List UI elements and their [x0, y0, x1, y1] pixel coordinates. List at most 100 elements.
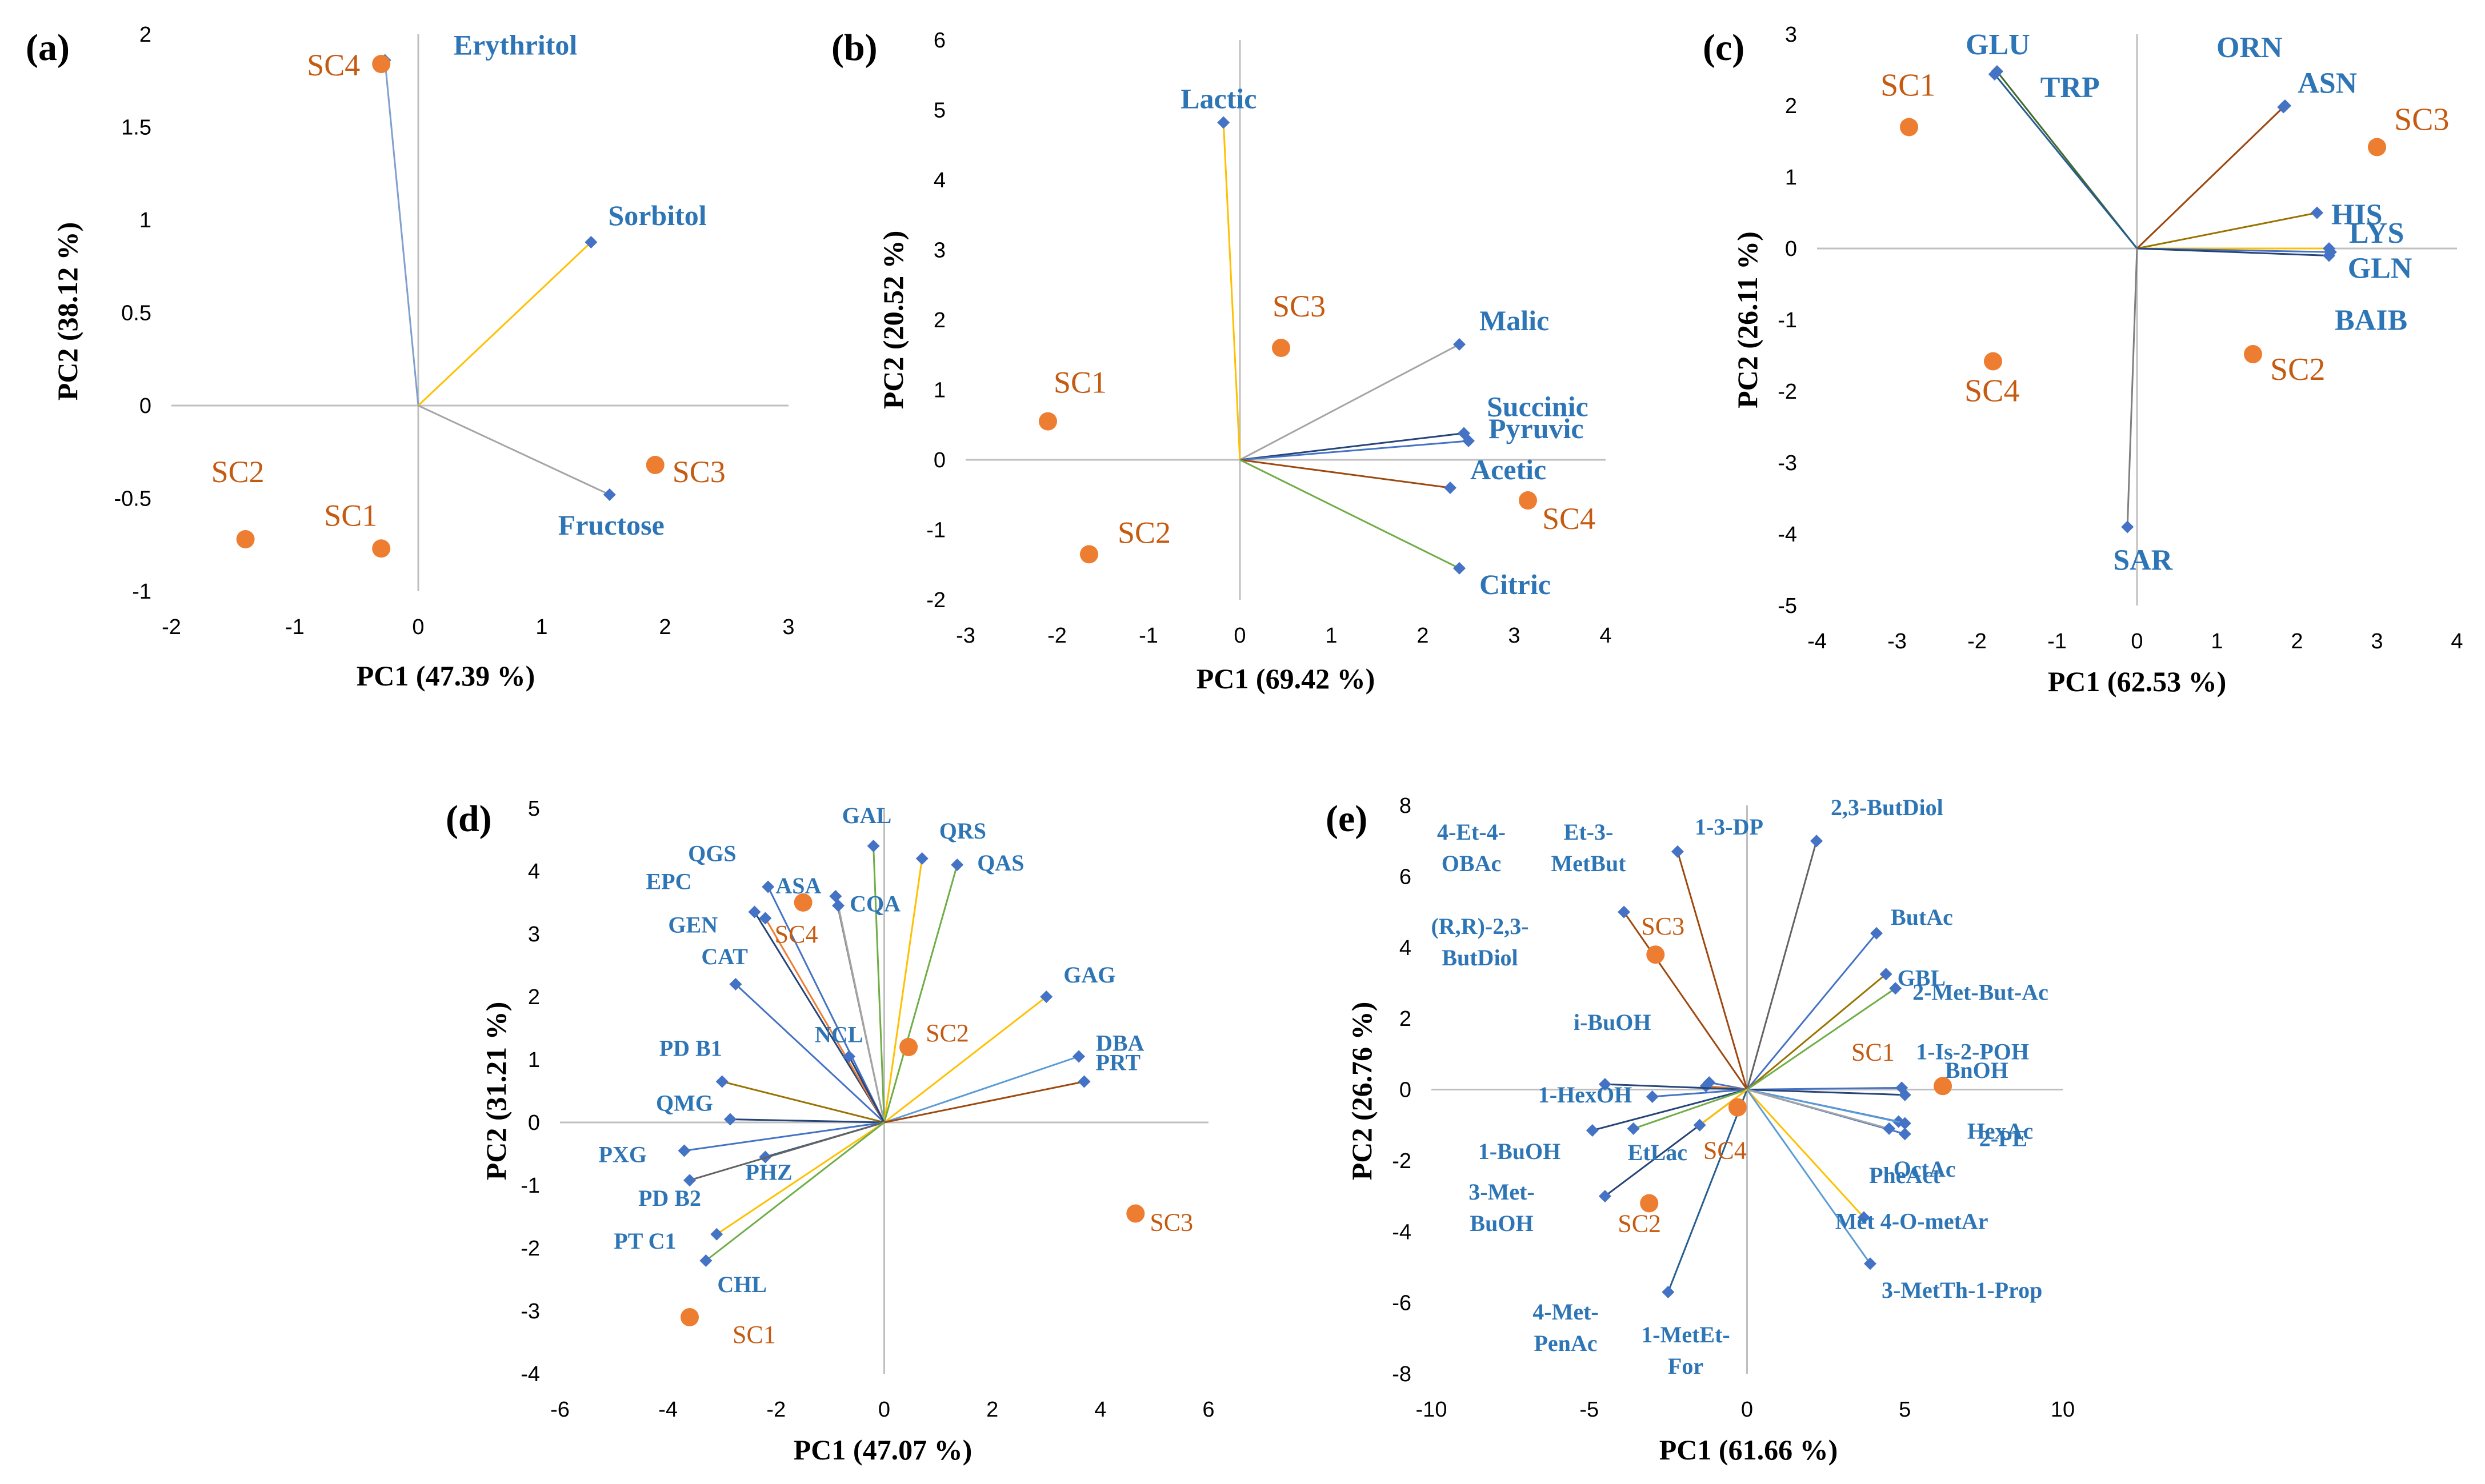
y-tick-label: 0	[1785, 237, 1797, 261]
loading-vector	[884, 1056, 1079, 1124]
sample-label: SC3	[673, 455, 726, 489]
x-tick-label: 10	[2051, 1398, 2075, 1422]
variable-label: PHZ	[745, 1160, 792, 1185]
loading-vector	[1239, 343, 1460, 461]
y-tick-label: 6	[1399, 865, 1411, 889]
variable-marker	[1453, 338, 1466, 351]
variable-label: NCL	[815, 1022, 863, 1048]
sample-label: SC2	[1118, 515, 1171, 550]
variable-label: BnOH	[1945, 1057, 2008, 1083]
x-tick-label: -2	[162, 615, 181, 639]
y-tick-label: -1	[926, 519, 946, 543]
x-tick-label: 2	[659, 615, 671, 639]
x-tick-label: 4	[2451, 629, 2463, 653]
variable-label: DBA	[1096, 1030, 1145, 1056]
x-tick-label: 0	[878, 1398, 890, 1422]
x-axis-title: PC1 (62.53 %)	[2048, 665, 2226, 697]
variable-marker	[729, 978, 742, 990]
y-tick-label: -1	[521, 1174, 540, 1198]
y-tick-label: -4	[1778, 523, 1797, 547]
variable-marker	[1646, 1090, 1659, 1103]
variable-label: OBAc	[1442, 851, 1501, 876]
variable-label: Met 4-O-metAr	[1835, 1208, 1988, 1234]
loading-vector	[1699, 1089, 1748, 1126]
variable-label: Citric	[1479, 568, 1551, 600]
x-tick-label: -2	[1047, 624, 1067, 648]
loading-vector	[1652, 1089, 1747, 1098]
loading-vector	[1747, 1086, 1902, 1090]
y-tick-label: 0.5	[121, 302, 151, 326]
variable-marker	[1040, 990, 1053, 1003]
loading-vector	[765, 917, 885, 1123]
y-tick-label: -1	[1778, 308, 1797, 332]
variable-label: PD B1	[659, 1036, 722, 1061]
variable-label: Succinic	[1487, 390, 1588, 422]
variable-marker	[723, 1113, 737, 1126]
sample-label: SC3	[1641, 912, 1684, 940]
sample-label: SC1	[324, 498, 377, 532]
variable-label: Et-3-	[1564, 819, 1614, 845]
variable-marker	[1898, 1117, 1911, 1130]
variable-label: 2-PE	[1979, 1126, 2027, 1152]
variable-label: QRS	[939, 818, 986, 844]
variable-label: MetBut	[1551, 851, 1626, 876]
y-tick-label: -3	[521, 1299, 540, 1323]
x-tick-label: 0	[1741, 1398, 1753, 1422]
y-tick-label: 1	[1785, 166, 1797, 190]
panel-label: (d)	[446, 798, 492, 840]
sample-point	[2368, 138, 2386, 157]
sample-point	[681, 1308, 699, 1326]
loading-vector	[2136, 106, 2284, 250]
x-tick-label: 3	[782, 615, 794, 639]
variable-marker	[1810, 835, 1823, 848]
x-axis-title: PC1 (69.42 %)	[1197, 663, 1375, 695]
variable-label: ASN	[2298, 67, 2357, 100]
variable-label: (R,R)-2,3-	[1431, 913, 1528, 939]
sample-point	[1640, 1194, 1659, 1213]
loading-vector	[767, 886, 885, 1123]
y-tick-label: -4	[521, 1362, 540, 1386]
sample-label: SC1	[1880, 68, 1936, 103]
variable-label: EtLac	[1628, 1140, 1687, 1165]
loading-vector	[730, 1118, 885, 1124]
loading-vector	[2136, 212, 2318, 250]
x-tick-label: 1	[2211, 629, 2223, 653]
x-tick-label: 2	[2291, 629, 2303, 653]
variable-label: ButDiol	[1442, 945, 1518, 970]
x-tick-label: -5	[1579, 1398, 1599, 1422]
sample-point	[1984, 352, 2002, 371]
y-tick-label: 2	[139, 23, 151, 47]
loading-vector	[1667, 1089, 1748, 1293]
x-tick-label: 2	[1416, 624, 1428, 648]
panel-b: -3 -2 -1 0 1 2 3 4 -2 -1 0 1 2 3 4 5 6 (b) PC1 (69.42 %) PC…	[831, 27, 1612, 695]
sample-label: SC4	[1964, 374, 2020, 409]
variable-label: BuOH	[1470, 1210, 1533, 1236]
variable-marker	[829, 890, 842, 903]
loading-vector	[1746, 988, 1896, 1090]
variable-label: Pyruvic	[1488, 412, 1584, 444]
x-tick-label: 3	[1508, 624, 1520, 648]
variable-marker	[1453, 561, 1466, 575]
y-tick-label: -1	[132, 580, 151, 604]
x-axis-title: PC1 (61.66 %)	[1659, 1434, 1838, 1466]
variable-label: LYS	[2349, 217, 2404, 250]
x-tick-label: -10	[1416, 1398, 1447, 1422]
y-tick-label: 3	[528, 923, 540, 946]
variable-label: HexAc	[1967, 1118, 2034, 1144]
variable-label: Fructose	[558, 509, 665, 541]
variable-label: GBL	[1898, 965, 1946, 990]
variable-label: For	[1668, 1353, 1703, 1379]
y-tick-label: -3	[1778, 451, 1797, 475]
x-tick-label: 1	[1325, 624, 1337, 648]
variable-marker	[715, 1075, 729, 1088]
loading-vector	[1746, 932, 1878, 1090]
y-tick-label: 0	[139, 394, 151, 418]
x-tick-label: 6	[1202, 1398, 1214, 1422]
sample-point	[372, 539, 391, 558]
variable-label: Malic	[1479, 304, 1549, 336]
y-tick-label: 1	[139, 208, 151, 232]
sample-label: SC4	[307, 48, 360, 82]
variable-marker	[762, 880, 775, 893]
loading-vector	[417, 241, 592, 407]
variable-label: GAL	[842, 803, 892, 828]
